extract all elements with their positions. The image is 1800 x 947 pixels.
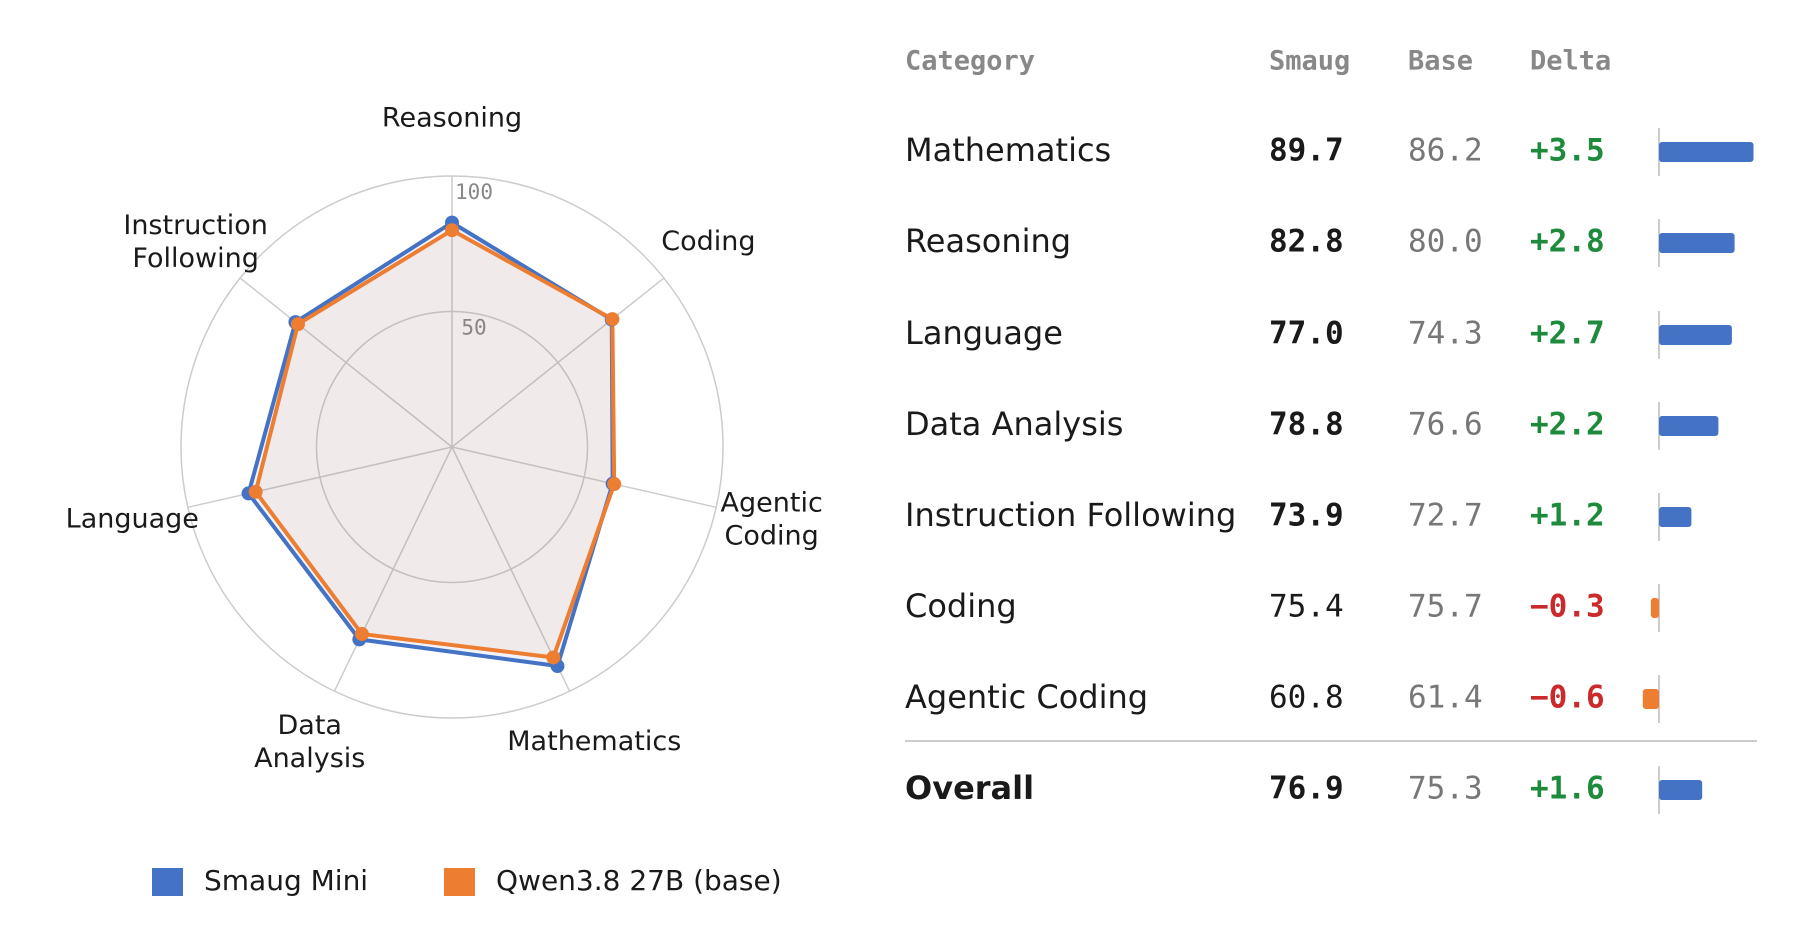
category-label: Instruction Following <box>123 210 268 274</box>
axis-spoke <box>451 446 717 509</box>
data-point <box>290 317 305 332</box>
base-score: 74.3 <box>1408 316 1483 352</box>
series-area <box>253 228 617 660</box>
row-category: Coding <box>905 587 1017 625</box>
legend-swatch <box>152 868 183 896</box>
row-category: Language <box>905 314 1063 352</box>
base-score: 61.4 <box>1408 680 1483 716</box>
category-label: Coding <box>661 226 755 257</box>
row-category: Reasoning <box>905 222 1071 260</box>
row-category: Instruction Following <box>905 496 1236 534</box>
category-label: Data Analysis <box>254 709 365 773</box>
delta-bar <box>1659 416 1719 436</box>
column-header: Base <box>1408 46 1473 77</box>
row-category: Agentic Coding <box>905 678 1148 716</box>
category-label: Language <box>66 503 199 534</box>
legend-swatch <box>444 868 475 896</box>
base-score: 86.2 <box>1408 133 1483 169</box>
delta: +2.8 <box>1530 224 1605 260</box>
category-label: Mathematics <box>507 726 681 757</box>
row-category: Mathematics <box>905 131 1111 169</box>
delta: +1.2 <box>1530 498 1605 534</box>
delta: +2.2 <box>1530 407 1605 443</box>
axis-spoke <box>333 446 453 692</box>
row-category: Overall <box>905 769 1034 807</box>
category-label: Agentic Coding <box>721 487 823 551</box>
delta-bar <box>1659 507 1692 527</box>
smaug-score: 89.7 <box>1269 133 1344 169</box>
column-header: Smaug <box>1269 46 1350 77</box>
base-score: 75.3 <box>1408 771 1483 807</box>
row-category: Data Analysis <box>905 405 1123 443</box>
data-point <box>445 223 459 238</box>
delta: −0.6 <box>1530 680 1605 716</box>
delta-bar <box>1659 325 1732 345</box>
smaug-score: 78.8 <box>1269 407 1344 443</box>
data-point <box>607 477 622 492</box>
smaug-score: 82.8 <box>1269 224 1344 260</box>
column-header: Category <box>905 46 1035 77</box>
delta-bar <box>1642 689 1659 709</box>
smaug-score: 60.8 <box>1269 680 1344 716</box>
smaug-score: 75.4 <box>1269 589 1344 625</box>
r-tick-label: 100 <box>455 180 493 204</box>
legend-label: Qwen3.8 27B (base) <box>496 864 782 897</box>
axis-spoke <box>451 446 571 692</box>
delta: −0.3 <box>1530 589 1605 625</box>
delta: +1.6 <box>1530 771 1605 807</box>
smaug-score: 73.9 <box>1269 498 1344 534</box>
column-header: Delta <box>1530 46 1611 77</box>
legend-label: Smaug Mini <box>204 864 368 897</box>
delta-bar <box>1659 142 1754 162</box>
category-label: Reasoning <box>382 103 522 134</box>
delta: +2.7 <box>1530 316 1605 352</box>
base-score: 76.6 <box>1408 407 1483 443</box>
data-point <box>546 650 561 665</box>
axis-spoke <box>451 277 665 448</box>
delta-bar <box>1659 780 1703 800</box>
base-score: 80.0 <box>1408 224 1483 260</box>
smaug-score: 77.0 <box>1269 316 1344 352</box>
data-point <box>605 312 620 327</box>
data-point <box>354 627 369 642</box>
delta: +3.5 <box>1530 133 1605 169</box>
delta-bar <box>1659 233 1735 253</box>
axis-spoke <box>239 277 453 448</box>
smaug-score: 76.9 <box>1269 771 1344 807</box>
r-tick-label: 50 <box>461 316 486 340</box>
data-point <box>248 484 263 499</box>
delta-bar <box>1650 598 1659 618</box>
base-score: 75.7 <box>1408 589 1483 625</box>
base-score: 72.7 <box>1408 498 1483 534</box>
axis-spoke <box>187 446 453 509</box>
